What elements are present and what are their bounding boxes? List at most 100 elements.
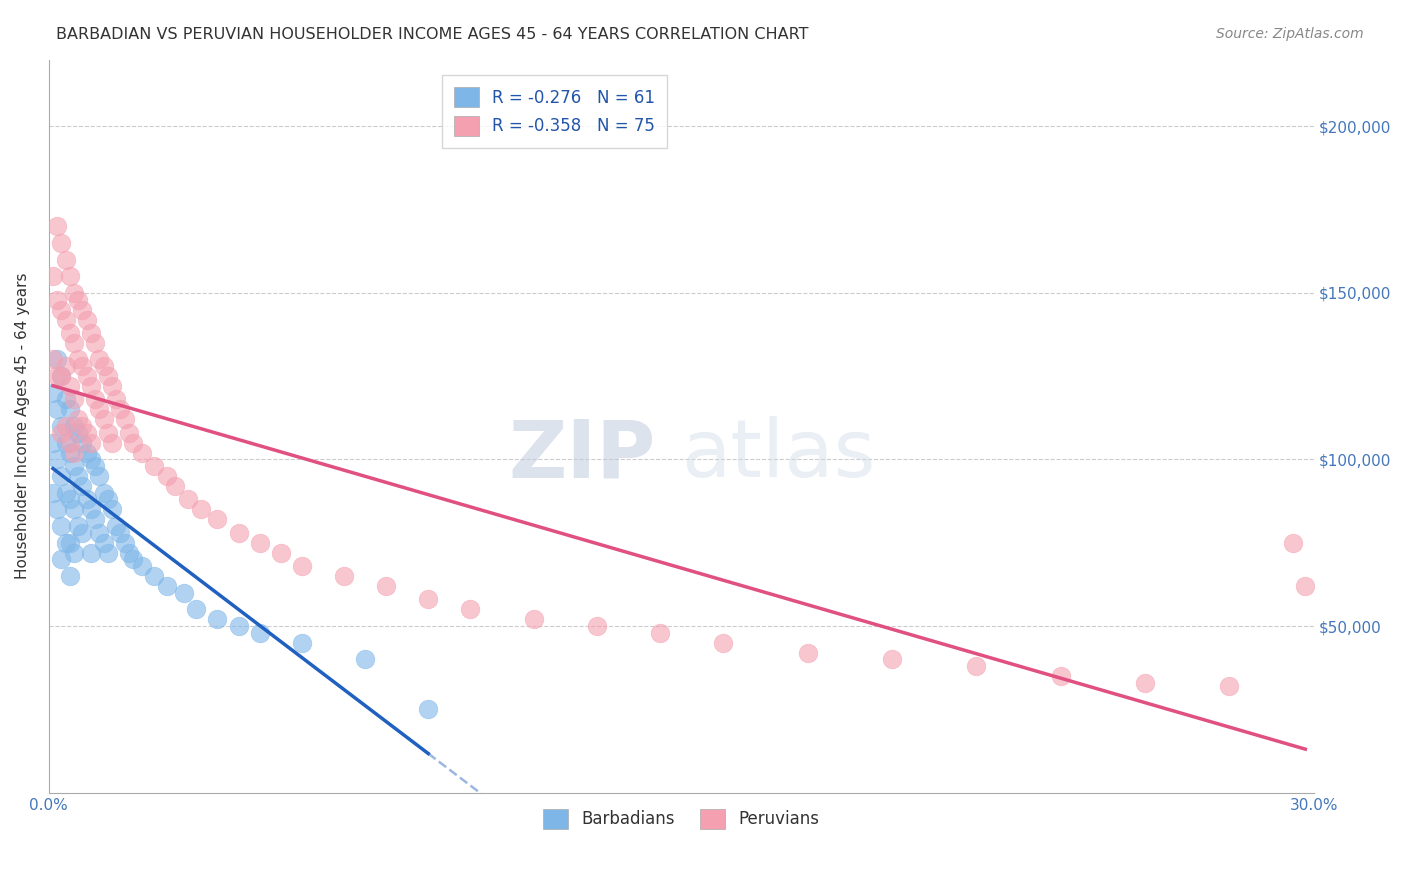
Point xyxy=(291,559,314,574)
Point xyxy=(114,412,136,426)
Point xyxy=(63,459,86,474)
Point xyxy=(72,479,94,493)
Point xyxy=(51,235,73,250)
Point xyxy=(76,312,98,326)
Point xyxy=(80,452,103,467)
Point xyxy=(118,546,141,560)
Point xyxy=(523,612,546,626)
Point xyxy=(51,419,73,434)
Point xyxy=(55,392,77,407)
Point xyxy=(63,446,86,460)
Point xyxy=(63,335,86,350)
Point xyxy=(93,535,115,549)
Point xyxy=(270,546,292,560)
Point xyxy=(84,392,107,407)
Point xyxy=(72,419,94,434)
Point xyxy=(80,502,103,516)
Point xyxy=(42,485,65,500)
Point xyxy=(84,512,107,526)
Point xyxy=(101,379,124,393)
Point xyxy=(42,269,65,284)
Point xyxy=(713,636,735,650)
Point xyxy=(165,479,187,493)
Point xyxy=(67,352,90,367)
Point xyxy=(59,402,82,417)
Point xyxy=(72,525,94,540)
Point xyxy=(72,435,94,450)
Point xyxy=(101,502,124,516)
Point xyxy=(650,625,672,640)
Y-axis label: Householder Income Ages 45 - 64 years: Householder Income Ages 45 - 64 years xyxy=(15,273,30,580)
Point xyxy=(51,369,73,384)
Point xyxy=(89,402,111,417)
Point xyxy=(63,502,86,516)
Point xyxy=(291,636,314,650)
Point xyxy=(93,359,115,373)
Point xyxy=(59,379,82,393)
Point xyxy=(59,492,82,507)
Point xyxy=(59,569,82,583)
Text: ZIP: ZIP xyxy=(509,417,657,494)
Point xyxy=(67,519,90,533)
Point xyxy=(1281,535,1303,549)
Point xyxy=(249,535,271,549)
Text: atlas: atlas xyxy=(682,417,876,494)
Point xyxy=(76,492,98,507)
Point xyxy=(228,525,250,540)
Point xyxy=(586,619,609,633)
Point xyxy=(63,285,86,300)
Point xyxy=(59,326,82,340)
Point xyxy=(80,326,103,340)
Text: Source: ZipAtlas.com: Source: ZipAtlas.com xyxy=(1216,27,1364,41)
Point xyxy=(46,452,69,467)
Point xyxy=(59,446,82,460)
Point xyxy=(46,369,69,384)
Point xyxy=(97,546,120,560)
Point xyxy=(46,502,69,516)
Point xyxy=(110,402,132,417)
Point xyxy=(105,392,128,407)
Point xyxy=(59,435,82,450)
Point xyxy=(333,569,356,583)
Point xyxy=(89,525,111,540)
Point xyxy=(80,379,103,393)
Point xyxy=(80,546,103,560)
Point xyxy=(190,502,212,516)
Point xyxy=(460,602,482,616)
Point xyxy=(72,359,94,373)
Point xyxy=(76,446,98,460)
Point xyxy=(63,546,86,560)
Point xyxy=(72,302,94,317)
Point xyxy=(114,535,136,549)
Point xyxy=(59,269,82,284)
Point xyxy=(55,252,77,267)
Point xyxy=(63,392,86,407)
Point xyxy=(131,559,153,574)
Point xyxy=(418,702,440,716)
Point xyxy=(51,469,73,483)
Point xyxy=(375,579,398,593)
Point xyxy=(122,435,145,450)
Point xyxy=(797,646,820,660)
Point xyxy=(93,412,115,426)
Point xyxy=(97,492,120,507)
Point xyxy=(207,612,229,626)
Point xyxy=(118,425,141,440)
Point xyxy=(143,569,166,583)
Point xyxy=(55,535,77,549)
Point xyxy=(89,352,111,367)
Point xyxy=(131,446,153,460)
Point xyxy=(249,625,271,640)
Point xyxy=(122,552,145,566)
Point xyxy=(55,312,77,326)
Point xyxy=(1133,675,1156,690)
Point xyxy=(101,435,124,450)
Point xyxy=(76,425,98,440)
Point xyxy=(51,519,73,533)
Point xyxy=(89,469,111,483)
Point xyxy=(84,335,107,350)
Point xyxy=(55,419,77,434)
Point xyxy=(156,469,179,483)
Point xyxy=(67,412,90,426)
Point xyxy=(67,293,90,307)
